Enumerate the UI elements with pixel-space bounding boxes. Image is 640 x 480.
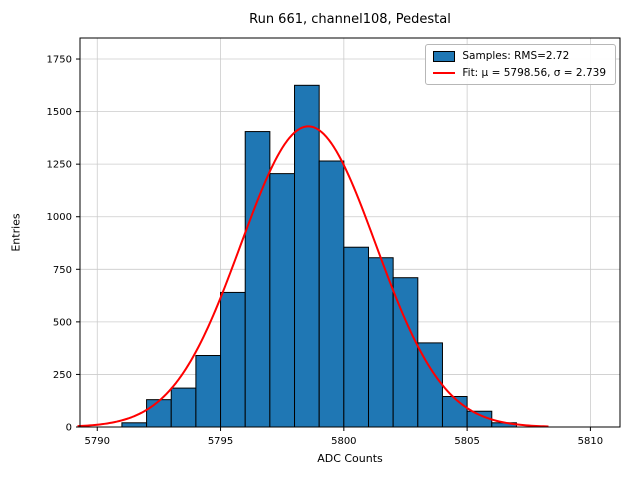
y-tick-label: 1000 bbox=[47, 212, 72, 223]
y-tick-label: 0 bbox=[66, 423, 72, 434]
x-tick-label: 5805 bbox=[454, 436, 479, 447]
axes-frame bbox=[79, 37, 621, 428]
legend: Samples: RMS=2.72 Fit: μ = 5798.56, σ = … bbox=[425, 44, 616, 85]
y-tick-label: 1750 bbox=[47, 55, 72, 66]
histogram-bar bbox=[417, 342, 443, 428]
y-tick-label: 750 bbox=[53, 265, 72, 276]
histogram-swatch bbox=[433, 50, 456, 62]
histogram-bar bbox=[146, 399, 172, 428]
histogram-bar bbox=[441, 396, 468, 428]
y-tick-label: 500 bbox=[53, 317, 72, 328]
legend-item-samples: Samples: RMS=2.72 bbox=[433, 50, 606, 62]
histogram-bar bbox=[367, 257, 394, 428]
x-axis-label: ADC Counts bbox=[317, 452, 383, 465]
y-tick-label: 1250 bbox=[47, 160, 72, 171]
histogram-bar bbox=[269, 173, 296, 428]
x-tick-label: 5810 bbox=[578, 436, 603, 447]
histogram-bar bbox=[343, 246, 369, 428]
x-tick-label: 5795 bbox=[208, 436, 233, 447]
fit-line-swatch bbox=[433, 72, 456, 74]
gaussian-fit-line bbox=[77, 125, 549, 428]
x-tick-label: 5800 bbox=[331, 436, 356, 447]
histogram-bar bbox=[121, 422, 148, 428]
histogram-bar bbox=[170, 387, 197, 428]
y-tick-label: 250 bbox=[53, 370, 72, 381]
legend-item-fit: Fit: μ = 5798.56, σ = 2.739 bbox=[433, 67, 606, 79]
histogram-bar bbox=[294, 84, 320, 428]
histogram-bar bbox=[244, 131, 271, 428]
x-tick-label: 5790 bbox=[85, 436, 110, 447]
legend-label-samples: Samples: RMS=2.72 bbox=[462, 50, 570, 62]
histogram-bar bbox=[195, 355, 222, 428]
legend-label-fit: Fit: μ = 5798.56, σ = 2.739 bbox=[462, 67, 606, 79]
chart-title: Run 661, channel108, Pedestal bbox=[249, 12, 451, 27]
histogram-bar bbox=[220, 291, 246, 428]
y-tick-label: 1500 bbox=[47, 107, 72, 118]
histogram-bar bbox=[318, 160, 345, 428]
